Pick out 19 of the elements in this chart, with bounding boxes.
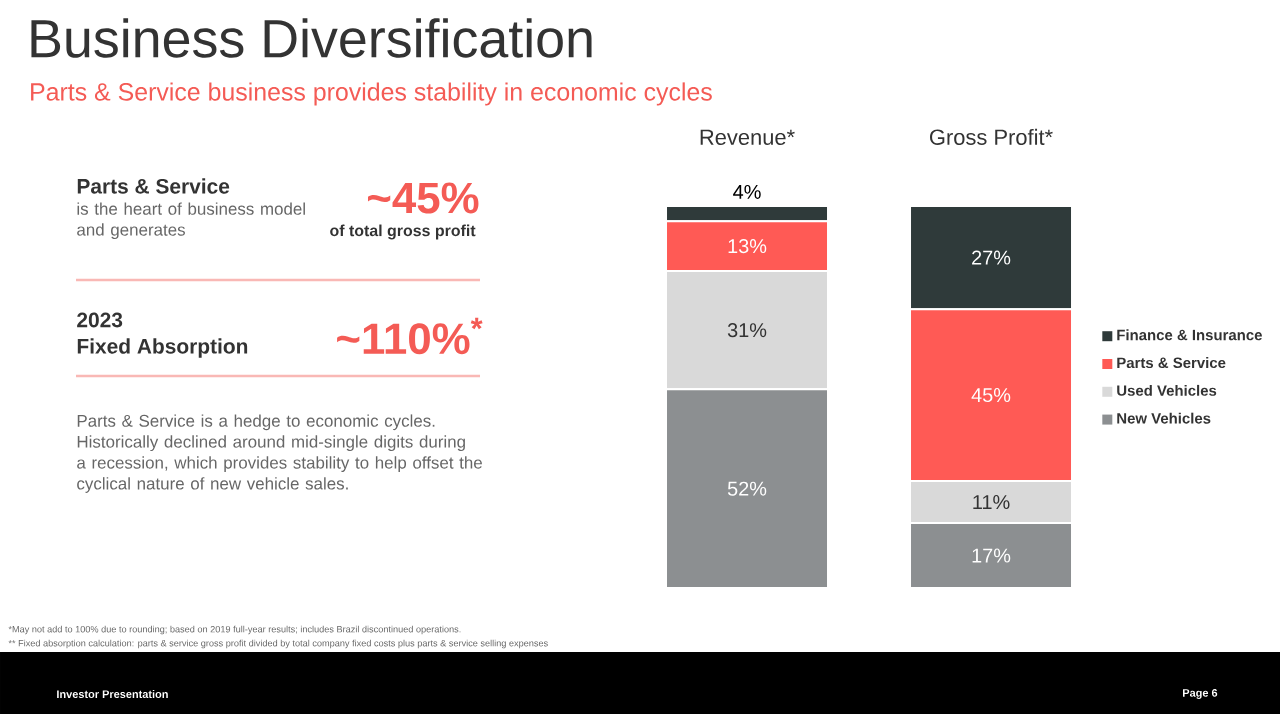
text: ~110%$^{*}$ [337,317,483,355]
text: is the heart of business model and generates [77,202,305,240]
x-tick-label: Gross Profit* [930,128,1053,145]
data-label: 4% [733,184,761,199]
data-label: 45% [971,388,1011,403]
data-label: 52% [727,481,767,496]
text: ~45% [367,182,479,214]
chart-title: Business Diversification [31,18,592,58]
data-label: 17% [972,548,1011,563]
data-label: 11% [973,495,1010,510]
x-tick-label: Revenue* [700,129,795,145]
text: 2023 [77,312,123,328]
text: Parts & Service business provides stability in economic cycles [31,82,712,106]
data-label: 13% [728,239,767,254]
data-label: 27% [972,250,1011,265]
text: Fixed Absorption [77,338,248,358]
text: Parts & Service is a hedge to economic cycles. Historically declined around mid-single digits during a recession, which provides stability to help offset the cyclical nature of new vehicle sales. [77,414,482,493]
data-label: 31% [727,323,767,338]
text: Parts & Service [77,178,230,194]
